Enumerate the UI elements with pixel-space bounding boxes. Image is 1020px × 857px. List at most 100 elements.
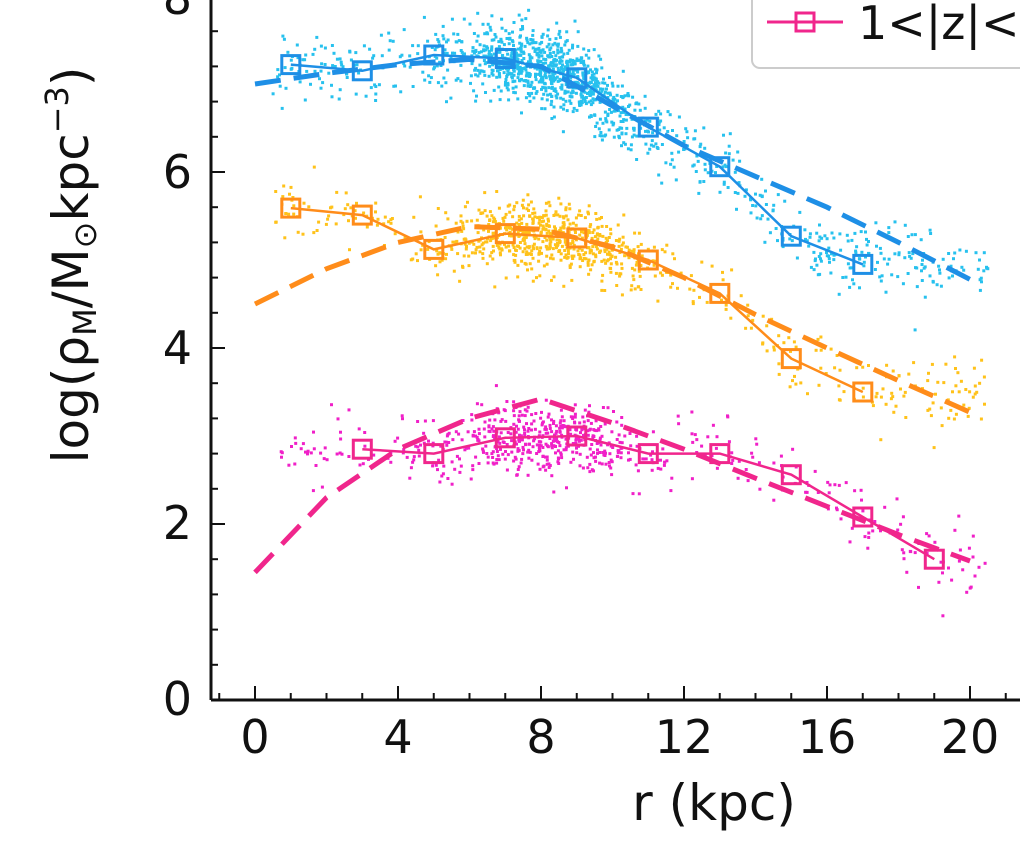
scatter-point — [313, 69, 317, 73]
scatter-point — [497, 245, 501, 249]
scatter-point — [295, 43, 299, 47]
scatter-point — [470, 219, 474, 223]
scatter-point — [787, 336, 791, 340]
scatter-point — [548, 74, 552, 78]
scatter-point — [490, 236, 493, 240]
scatter-point — [519, 434, 523, 438]
scatter-point — [506, 52, 510, 56]
scatter-point — [586, 429, 590, 433]
scatter-point — [630, 266, 634, 270]
scatter-point — [459, 49, 463, 52]
scatter-point — [280, 451, 284, 455]
scatter-point — [489, 239, 493, 243]
scatter-point — [632, 278, 636, 282]
scatter-point — [276, 75, 280, 79]
scatter-point — [593, 135, 597, 139]
scatter-point — [446, 68, 450, 72]
scatter-point — [867, 536, 871, 539]
scatter-point — [967, 546, 971, 550]
scatter-point — [436, 38, 440, 42]
scatter-point — [971, 395, 975, 399]
scatter-point — [332, 51, 336, 55]
scatter-point — [860, 498, 863, 502]
scatter-point — [600, 138, 604, 142]
scatter-point — [636, 285, 640, 289]
scatter-point — [651, 450, 654, 454]
scatter-point — [886, 262, 890, 266]
scatter-point — [568, 99, 572, 103]
scatter-point — [533, 211, 537, 215]
scatter-point — [837, 483, 841, 487]
scatter-point — [484, 240, 488, 244]
scatter-point — [875, 391, 879, 395]
scatter-point — [947, 276, 951, 280]
scatter-point — [507, 244, 511, 248]
scatter-point — [558, 241, 562, 244]
scatter-point — [616, 84, 620, 88]
scatter-point — [545, 462, 549, 466]
scatter-point — [499, 38, 503, 42]
scatter-point — [606, 252, 609, 256]
scatter-point — [660, 273, 664, 277]
scatter-point — [578, 421, 582, 425]
scatter-point — [597, 427, 601, 431]
scatter-point — [518, 433, 521, 437]
scatter-point — [620, 293, 624, 297]
scatter-point — [416, 420, 420, 423]
scatter-point — [913, 551, 917, 555]
scatter-point — [618, 114, 622, 118]
scatter-point — [463, 242, 467, 246]
scatter-point — [376, 217, 380, 221]
scatter-point — [617, 128, 621, 131]
scatter-point — [363, 431, 367, 434]
scatter-point — [657, 120, 661, 124]
scatter-point — [579, 214, 583, 217]
scatter-point — [617, 239, 621, 243]
scatter-point — [487, 429, 491, 433]
scatter-point — [374, 85, 378, 88]
scatter-point — [867, 364, 870, 367]
scatter-point — [575, 446, 578, 450]
scatter-point — [480, 69, 484, 73]
scatter-point — [590, 443, 594, 446]
scatter-point — [497, 206, 501, 210]
scatter-point — [557, 32, 561, 36]
scatter-point — [538, 467, 542, 471]
scatter-point — [414, 444, 418, 448]
scatter-point — [389, 221, 393, 225]
scatter-point — [601, 273, 605, 277]
scatter-point — [481, 252, 485, 256]
scatter-point — [520, 18, 524, 22]
scatter-point — [383, 215, 387, 219]
scatter-point — [600, 288, 604, 292]
scatter-point — [490, 251, 494, 255]
scatter-point — [453, 51, 457, 55]
scatter-point — [458, 279, 462, 283]
scatter-point — [595, 429, 599, 433]
scatter-point — [549, 240, 553, 244]
scatter-point — [917, 585, 920, 589]
scatter-point — [459, 464, 463, 468]
scatter-point — [533, 50, 537, 53]
scatter-point — [790, 239, 794, 243]
scatter-point — [941, 257, 945, 261]
scatter-point — [827, 254, 830, 258]
scatter-point — [571, 241, 575, 245]
scatter-point — [949, 264, 953, 268]
scatter-point — [921, 258, 924, 262]
scatter-point — [594, 255, 598, 259]
scatter-point — [522, 79, 526, 83]
scatter-point — [662, 126, 666, 130]
scatter-point — [474, 251, 477, 255]
scatter-point — [458, 470, 462, 474]
scatter-point — [764, 203, 768, 206]
scatter-point — [475, 402, 479, 406]
scatter-point — [571, 90, 575, 94]
scatter-point — [689, 274, 693, 278]
scatter-point — [621, 235, 625, 239]
scatter-point — [560, 415, 564, 419]
scatter-point — [587, 100, 591, 104]
scatter-point — [837, 384, 841, 388]
scatter-point — [579, 103, 583, 107]
